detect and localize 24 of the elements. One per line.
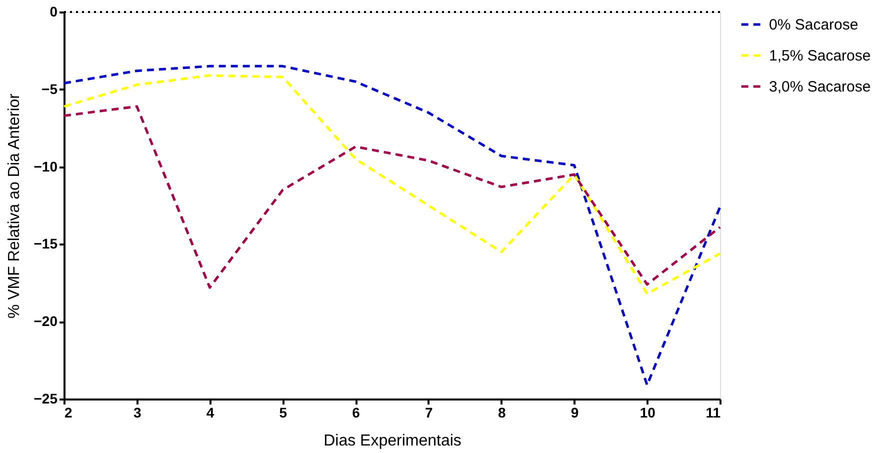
y-tick-label: −10 [34,158,58,174]
x-tick-label: 11 [706,404,721,420]
x-tick-label: 2 [64,404,72,420]
x-tick-label: 9 [570,404,579,420]
line-series [62,74,722,295]
legend-label: 3,0% Sacarose [769,78,871,96]
x-tick-label: 6 [352,404,360,420]
y-tick-label: −15 [34,236,58,252]
y-tick-label: 0 [50,4,58,20]
y-axis-title: % VMF Relativa ao Dia Anterior [6,92,23,318]
line-series [62,105,722,289]
line-series [62,64,722,386]
x-tick-label: 8 [498,404,506,420]
x-tick-label: 7 [425,404,434,420]
y-tick-label: −25 [34,390,58,406]
legend-label: 1,5% Sacarose [769,48,871,64]
x-tick-label: 5 [279,404,288,420]
x-tick-label: 4 [206,404,214,420]
x-tick-label: 10 [640,404,656,420]
y-tick-label: −5 [42,80,58,97]
x-axis-title: Dias Experimentais [324,432,462,450]
y-tick-label: −20 [34,313,58,330]
legend-label: 0% Sacarose [769,16,858,34]
x-tick-label: 3 [133,404,142,420]
